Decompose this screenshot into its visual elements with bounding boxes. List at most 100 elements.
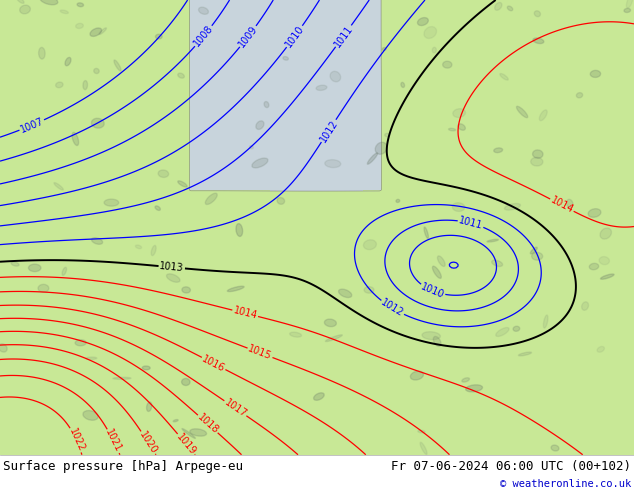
Text: 1015: 1015: [247, 344, 273, 362]
Ellipse shape: [364, 287, 374, 293]
Text: 1016: 1016: [200, 353, 227, 373]
Text: 1010: 1010: [419, 281, 446, 300]
Ellipse shape: [465, 385, 482, 392]
Ellipse shape: [382, 48, 386, 50]
Ellipse shape: [540, 110, 547, 121]
Ellipse shape: [532, 252, 543, 260]
Text: 1011: 1011: [332, 23, 355, 49]
Ellipse shape: [462, 378, 469, 382]
Ellipse shape: [590, 71, 600, 77]
Ellipse shape: [589, 263, 598, 270]
Ellipse shape: [452, 203, 465, 211]
Ellipse shape: [600, 274, 614, 279]
Text: 1012: 1012: [379, 297, 405, 319]
Ellipse shape: [94, 69, 99, 74]
Ellipse shape: [205, 193, 217, 204]
Ellipse shape: [624, 8, 631, 12]
Ellipse shape: [432, 266, 441, 278]
Ellipse shape: [77, 3, 84, 7]
Ellipse shape: [410, 371, 424, 380]
Ellipse shape: [99, 28, 107, 34]
Ellipse shape: [420, 442, 427, 454]
Ellipse shape: [142, 366, 150, 370]
Ellipse shape: [11, 262, 19, 266]
Ellipse shape: [531, 247, 537, 254]
Ellipse shape: [62, 267, 67, 275]
Ellipse shape: [181, 378, 190, 386]
Ellipse shape: [158, 170, 169, 177]
Ellipse shape: [182, 287, 190, 293]
Ellipse shape: [83, 411, 98, 420]
Ellipse shape: [16, 0, 24, 3]
Ellipse shape: [38, 284, 49, 292]
FancyBboxPatch shape: [0, 0, 178, 205]
Text: 1018: 1018: [195, 412, 220, 436]
Ellipse shape: [432, 47, 436, 53]
Text: 1021: 1021: [103, 428, 124, 454]
Text: 1022: 1022: [67, 427, 86, 453]
Ellipse shape: [114, 60, 121, 71]
Ellipse shape: [443, 61, 452, 68]
Text: 1017: 1017: [223, 397, 249, 419]
Ellipse shape: [54, 183, 63, 190]
FancyBboxPatch shape: [393, 0, 634, 205]
Ellipse shape: [494, 148, 503, 152]
Ellipse shape: [597, 346, 604, 352]
Ellipse shape: [330, 72, 340, 82]
Text: 1008: 1008: [192, 24, 215, 49]
Ellipse shape: [588, 209, 601, 217]
Ellipse shape: [500, 74, 508, 80]
Ellipse shape: [581, 302, 588, 310]
Ellipse shape: [40, 0, 58, 5]
Ellipse shape: [505, 203, 521, 210]
Ellipse shape: [424, 227, 429, 239]
Ellipse shape: [436, 292, 441, 295]
Text: 1019: 1019: [174, 432, 198, 457]
Text: 1013: 1013: [159, 261, 184, 273]
Text: Fr 07-06-2024 06:00 UTC (00+102): Fr 07-06-2024 06:00 UTC (00+102): [391, 460, 631, 472]
Ellipse shape: [83, 80, 87, 90]
Ellipse shape: [39, 48, 45, 59]
Ellipse shape: [417, 18, 429, 25]
Ellipse shape: [325, 160, 340, 168]
Ellipse shape: [249, 146, 254, 149]
Text: 1012: 1012: [318, 118, 340, 144]
Ellipse shape: [314, 393, 324, 400]
Text: © weatheronline.co.uk: © weatheronline.co.uk: [500, 479, 631, 489]
Ellipse shape: [519, 352, 531, 356]
Ellipse shape: [543, 315, 548, 328]
Ellipse shape: [198, 7, 209, 14]
Ellipse shape: [599, 257, 609, 265]
Ellipse shape: [533, 38, 544, 44]
Ellipse shape: [0, 344, 7, 352]
Ellipse shape: [264, 101, 269, 108]
Ellipse shape: [458, 124, 465, 130]
Ellipse shape: [256, 121, 264, 129]
Ellipse shape: [339, 289, 352, 297]
Ellipse shape: [75, 24, 83, 28]
Text: 1010: 1010: [283, 24, 306, 49]
Ellipse shape: [517, 106, 527, 118]
Ellipse shape: [178, 73, 184, 78]
Ellipse shape: [75, 340, 86, 346]
Text: 1020: 1020: [138, 430, 159, 456]
Ellipse shape: [90, 28, 101, 36]
Ellipse shape: [496, 327, 509, 337]
Ellipse shape: [507, 6, 513, 11]
Ellipse shape: [491, 260, 503, 267]
FancyBboxPatch shape: [0, 191, 634, 455]
Ellipse shape: [182, 429, 195, 439]
Ellipse shape: [136, 245, 141, 248]
Ellipse shape: [487, 239, 498, 242]
Ellipse shape: [104, 199, 119, 206]
Ellipse shape: [422, 332, 441, 340]
Ellipse shape: [495, 2, 502, 10]
Ellipse shape: [91, 118, 104, 128]
Ellipse shape: [277, 197, 285, 204]
Text: 1014: 1014: [549, 195, 575, 215]
Ellipse shape: [190, 429, 207, 436]
Ellipse shape: [252, 158, 268, 168]
Ellipse shape: [363, 240, 377, 249]
Ellipse shape: [56, 82, 63, 88]
Ellipse shape: [283, 56, 288, 60]
